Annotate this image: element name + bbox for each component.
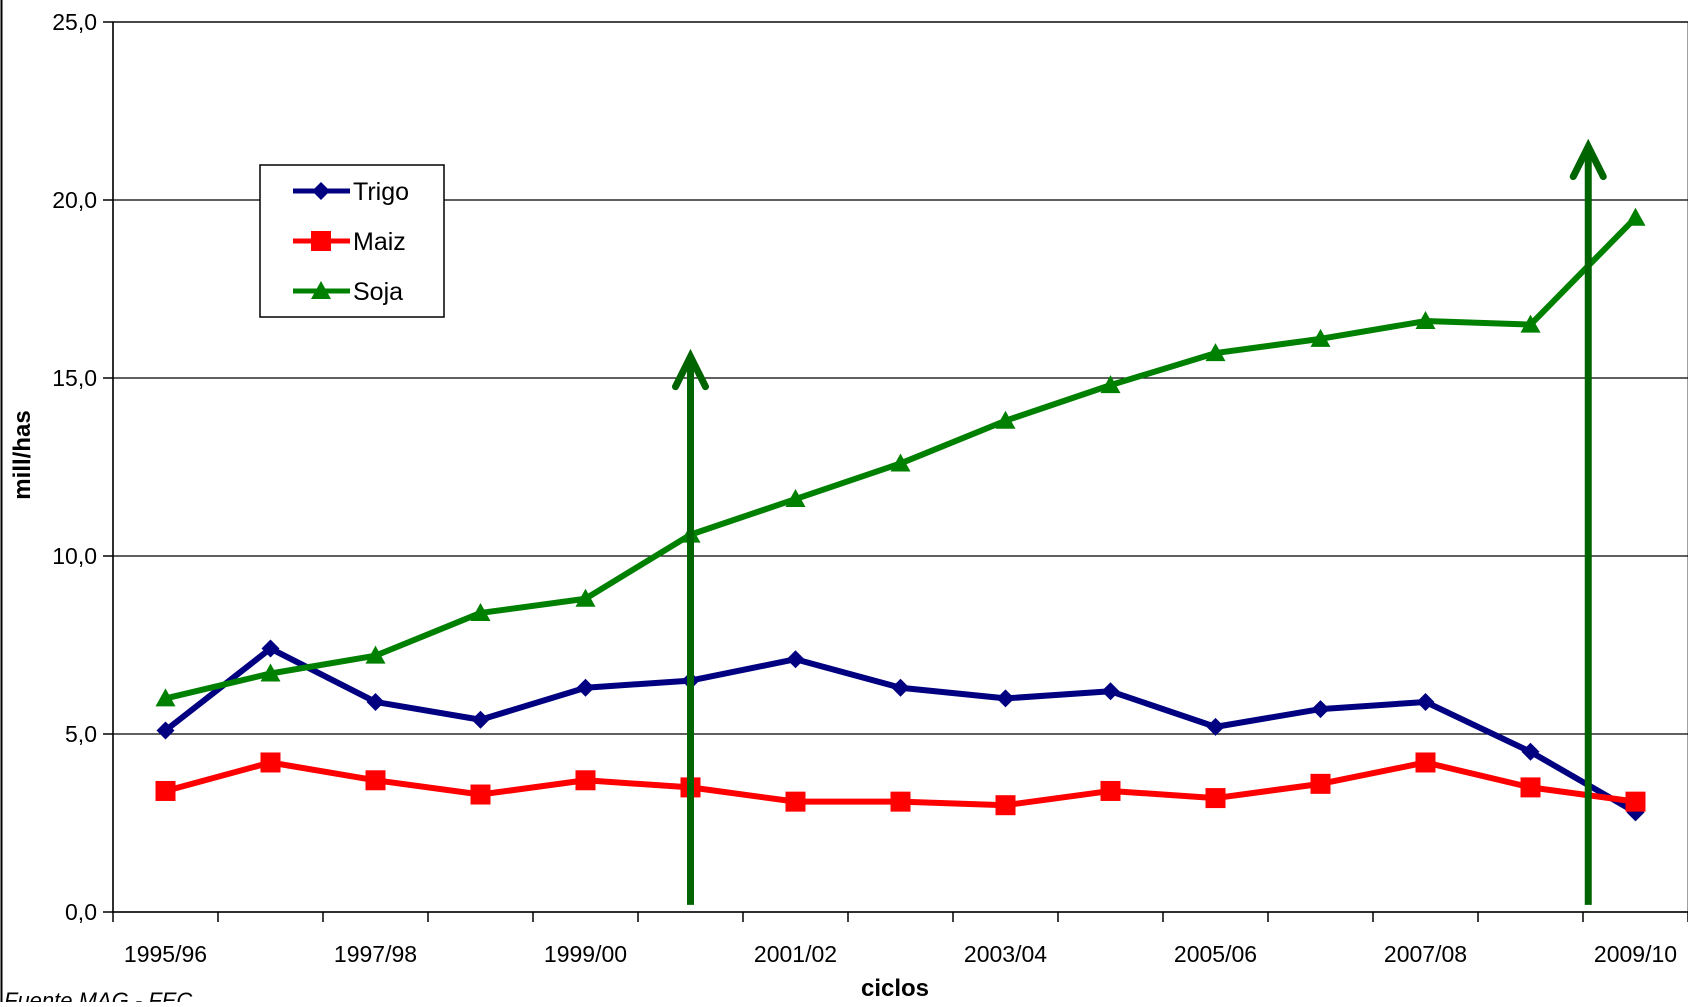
y-axis-title: mill/has [9, 410, 36, 499]
y-tick-label-0: 0,0 [65, 899, 97, 925]
x-tick-label-4: 2003/04 [964, 941, 1047, 967]
point-maiz-10 [1206, 788, 1226, 808]
y-tick-label-4: 20,0 [52, 187, 97, 213]
y-tick-label-1: 5,0 [65, 721, 97, 747]
source-note: Fuente MAG - FEC [4, 988, 192, 1002]
point-maiz-12 [1416, 752, 1436, 772]
x-tick-label-0: 1995/96 [124, 941, 207, 967]
y-tick-label-2: 10,0 [52, 543, 97, 569]
point-maiz-6 [786, 792, 806, 812]
legend-label-trigo: Trigo [353, 178, 409, 206]
point-maiz-8 [996, 795, 1016, 815]
x-tick-label-6: 2007/08 [1384, 941, 1467, 967]
point-maiz-14 [1626, 792, 1646, 812]
point-maiz-11 [1311, 774, 1331, 794]
x-tick-label-3: 2001/02 [754, 941, 837, 967]
point-maiz-7 [891, 792, 911, 812]
y-tick-label-3: 15,0 [52, 365, 97, 391]
x-tick-label-1: 1997/98 [334, 941, 417, 967]
legend-box [260, 165, 444, 317]
point-maiz-0 [156, 781, 176, 801]
legend-marker-maiz [311, 231, 331, 251]
x-axis-title: ciclos [861, 975, 929, 1002]
legend-label-maiz: Maiz [353, 228, 406, 256]
x-tick-label-2: 1999/00 [544, 941, 627, 967]
x-tick-label-5: 2005/06 [1174, 941, 1257, 967]
point-maiz-2 [366, 770, 386, 790]
x-tick-label-7: 2009/10 [1594, 941, 1677, 967]
point-maiz-13 [1521, 777, 1541, 797]
point-maiz-1 [261, 752, 281, 772]
legend: Trigo Maiz Soja [260, 165, 444, 317]
legend-label-soja: Soja [353, 278, 403, 306]
point-maiz-4 [576, 770, 596, 790]
point-maiz-9 [1101, 781, 1121, 801]
y-tick-label-5: 25,0 [52, 9, 97, 35]
point-maiz-3 [471, 785, 491, 805]
